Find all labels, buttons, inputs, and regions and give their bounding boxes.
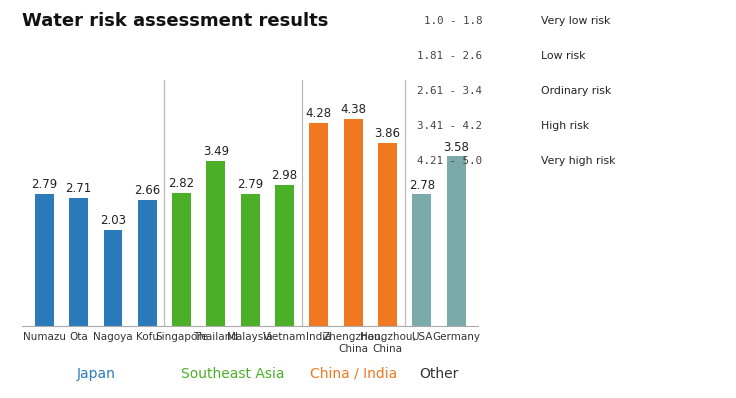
Text: 4.38: 4.38 <box>340 103 367 116</box>
Text: 3.86: 3.86 <box>375 127 400 140</box>
Text: 2.71: 2.71 <box>66 182 92 195</box>
Text: Water risk assessment results: Water risk assessment results <box>22 12 328 30</box>
Text: 2.66: 2.66 <box>134 184 160 197</box>
Text: Japan: Japan <box>77 367 116 381</box>
Text: Other: Other <box>420 367 459 381</box>
Text: 1.0 - 1.8: 1.0 - 1.8 <box>424 16 482 26</box>
Text: 2.78: 2.78 <box>408 179 435 191</box>
Text: China / India: China / India <box>310 367 397 381</box>
Bar <box>138 200 157 326</box>
Bar <box>447 156 466 326</box>
Text: High risk: High risk <box>541 121 589 131</box>
Bar <box>69 198 88 326</box>
Bar <box>378 143 397 326</box>
Text: Very high risk: Very high risk <box>541 156 615 166</box>
Text: 2.61 - 3.4: 2.61 - 3.4 <box>417 86 482 96</box>
Text: Ordinary risk: Ordinary risk <box>541 86 611 96</box>
Text: 3.41 - 4.2: 3.41 - 4.2 <box>417 121 482 131</box>
Bar <box>275 185 294 326</box>
Text: 2.03: 2.03 <box>100 214 126 227</box>
Text: Southeast Asia: Southeast Asia <box>181 367 285 381</box>
Text: 4.21 - 5.0: 4.21 - 5.0 <box>417 156 482 166</box>
Bar <box>241 194 260 326</box>
Text: Very low risk: Very low risk <box>541 16 610 26</box>
Bar <box>35 194 54 326</box>
Bar <box>207 161 225 326</box>
Bar <box>412 195 431 326</box>
Bar <box>172 193 191 326</box>
Text: 4.28: 4.28 <box>305 107 332 121</box>
Text: 3.49: 3.49 <box>203 145 229 158</box>
Text: 2.79: 2.79 <box>31 178 57 191</box>
Text: 2.82: 2.82 <box>169 177 195 190</box>
Text: 3.58: 3.58 <box>443 140 469 154</box>
Text: 2.79: 2.79 <box>237 178 263 191</box>
Bar <box>344 119 363 326</box>
Text: 2.98: 2.98 <box>272 169 297 182</box>
Text: 1.81 - 2.6: 1.81 - 2.6 <box>417 51 482 61</box>
Bar <box>309 123 328 326</box>
Bar <box>104 230 122 326</box>
Text: Low risk: Low risk <box>541 51 585 61</box>
